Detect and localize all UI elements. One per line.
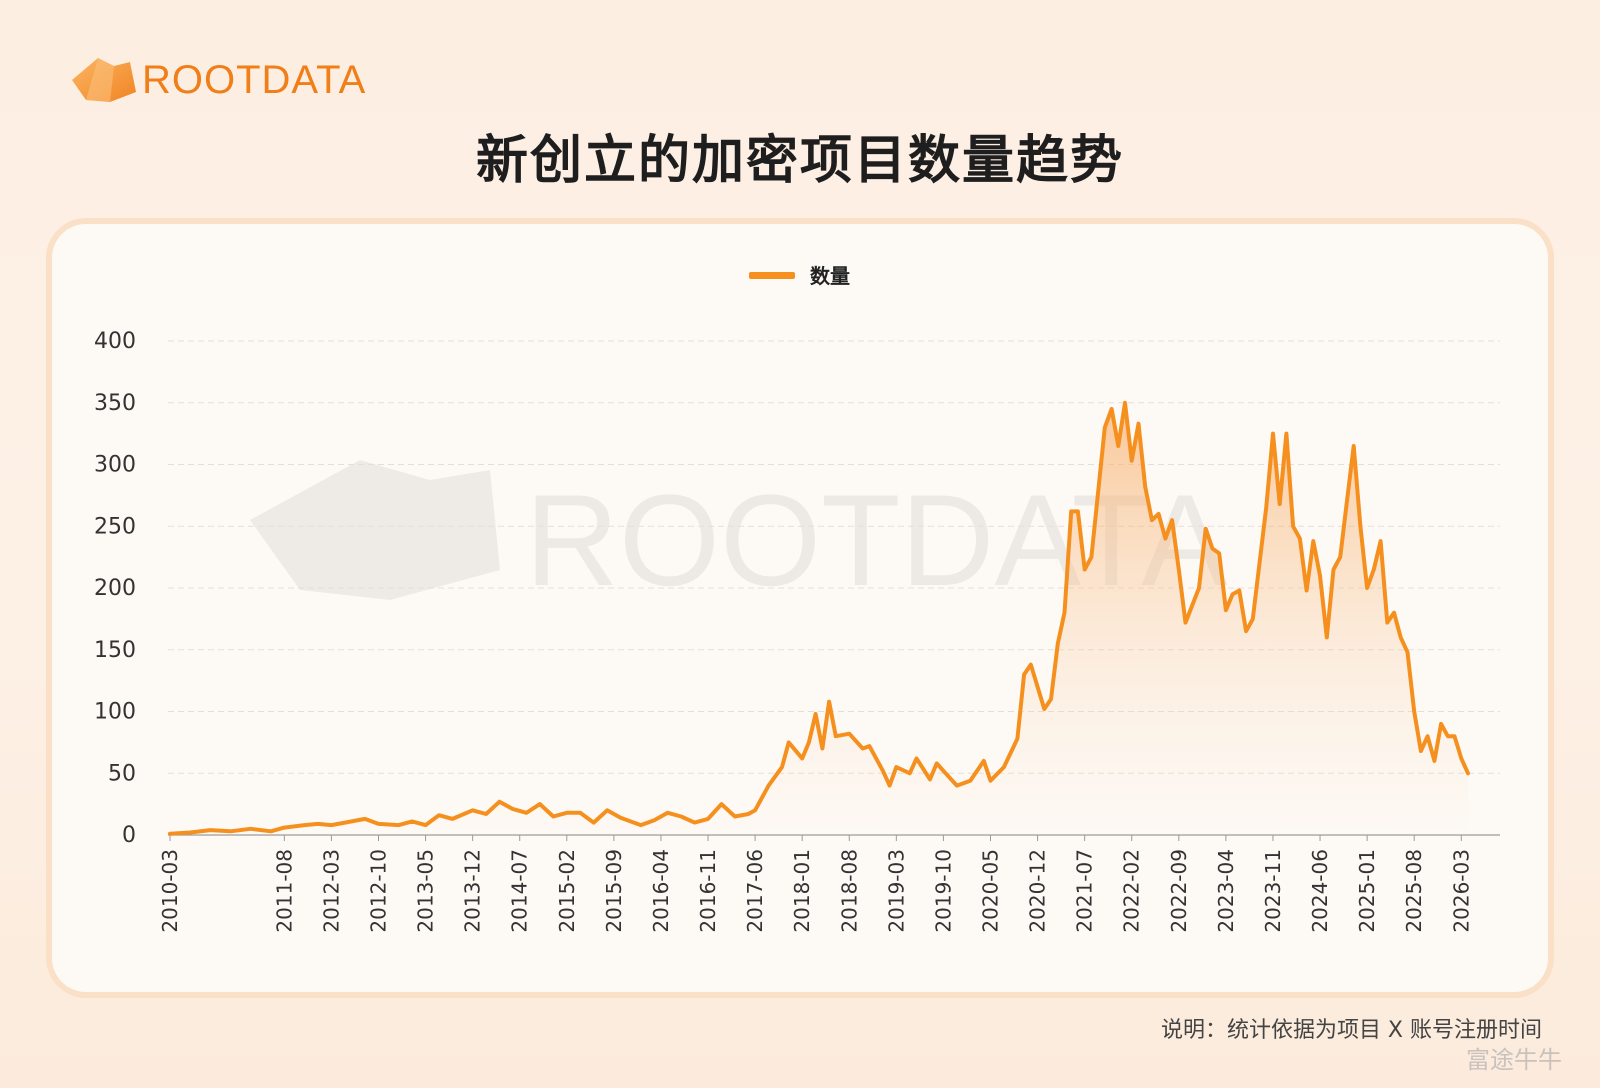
x-tick-label: 2025-08 — [1402, 849, 1426, 933]
x-tick-label: 2018-08 — [837, 849, 861, 933]
y-tick-label: 400 — [94, 329, 136, 354]
x-tick-label: 2025-01 — [1355, 849, 1379, 933]
legend-swatch — [749, 272, 795, 279]
logo-text: ROOTDATA — [142, 57, 367, 102]
x-tick-label: 2013-12 — [461, 849, 485, 933]
x-tick-label: 2023-11 — [1261, 849, 1285, 933]
x-tick-label: 2019-03 — [884, 849, 908, 933]
y-tick-label: 50 — [108, 761, 136, 786]
x-tick-label: 2021-07 — [1073, 849, 1097, 933]
x-tick-label: 2026-03 — [1449, 849, 1473, 933]
series-area — [170, 402, 1468, 835]
legend-label: 数量 — [810, 264, 850, 288]
y-tick-label: 150 — [94, 638, 136, 663]
x-tick-label: 2022-02 — [1120, 849, 1144, 933]
y-tick-label: 350 — [94, 391, 136, 416]
x-tick-label: 2020-12 — [1026, 849, 1050, 933]
x-tick-label: 2011-08 — [272, 849, 296, 933]
watermark-text: 富途牛牛 — [1466, 1046, 1562, 1074]
x-tick-label: 2014-07 — [508, 849, 532, 933]
x-tick-label: 2017-06 — [743, 849, 767, 933]
x-tick-label: 2015-02 — [555, 849, 579, 933]
x-tick-label: 2022-09 — [1167, 849, 1191, 933]
y-tick-label: 100 — [94, 700, 136, 725]
x-tick-label: 2016-11 — [696, 849, 720, 933]
x-tick-label: 2012-03 — [319, 849, 343, 933]
x-tick-label: 2019-10 — [931, 849, 955, 933]
x-tick-label: 2013-05 — [414, 849, 438, 933]
x-tick-label: 2016-04 — [649, 849, 673, 933]
y-tick-label: 300 — [94, 453, 136, 478]
rootdata-logo-icon — [72, 58, 136, 102]
series-line — [168, 400, 1470, 836]
x-tick-label: 2015-09 — [602, 849, 626, 933]
x-tick-label: 2012-10 — [366, 849, 390, 933]
x-tick-label: 2024-06 — [1308, 849, 1332, 933]
x-tick-label: 2023-04 — [1214, 849, 1238, 933]
page-title: 新创立的加密项目数量趋势 — [475, 131, 1124, 191]
y-tick-label: 250 — [94, 514, 136, 539]
y-tick-label: 200 — [94, 576, 136, 601]
rootdata-logo: ROOTDATA — [68, 52, 366, 108]
x-tick-label: 2020-05 — [978, 849, 1002, 933]
x-tick-label: 2010-03 — [158, 849, 182, 933]
x-tick-label: 2018-01 — [790, 849, 814, 933]
y-tick-label: 0 — [122, 823, 136, 848]
footnote: 说明：统计依据为项目 X 账号注册时间 — [1160, 1018, 1542, 1043]
